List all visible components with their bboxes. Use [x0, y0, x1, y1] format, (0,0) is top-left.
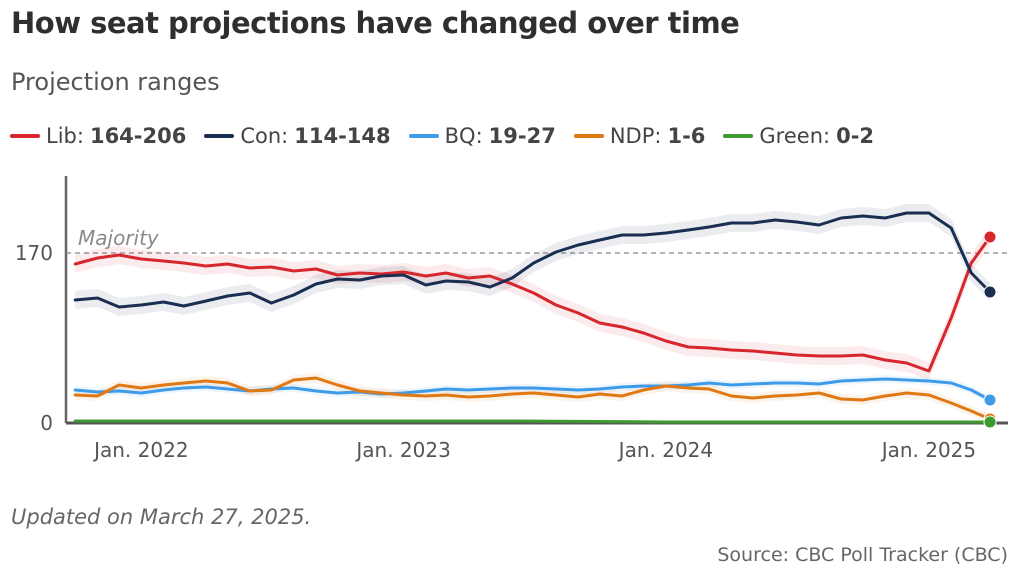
- majority-label: Majority: [78, 226, 160, 250]
- series-line-con: [73, 211, 992, 309]
- legend-party-lib: Lib: [46, 124, 77, 148]
- endpoint-lib: [983, 230, 997, 244]
- legend-swatch-ndp: [573, 134, 604, 138]
- legend-item-bq: BQ: 19-27: [408, 124, 556, 148]
- legend-party-con: Con: [240, 124, 282, 148]
- legend: Lib: 164-206 Con: 114-148 BQ: 19-27 NDP:…: [10, 124, 892, 148]
- legend-item-green: Green: 0-2: [723, 124, 874, 148]
- x-tick-label-3: Jan. 2025: [880, 438, 976, 462]
- legend-party-bq: BQ: [444, 124, 476, 148]
- y-tick-label-0: 0: [40, 411, 53, 435]
- endpoint-con: [983, 285, 997, 299]
- band-lib: [75, 228, 990, 380]
- source-note: Source: CBC Poll Tracker (CBC): [717, 544, 1008, 566]
- band-con: [75, 204, 990, 316]
- x-tick-label-1: Jan. 2023: [354, 438, 450, 462]
- chart-subtitle: Projection ranges: [11, 68, 220, 96]
- legend-swatch-lib: [10, 134, 40, 138]
- series-line-green: [73, 419, 992, 424]
- legend-range-green: 0-2: [836, 124, 875, 148]
- legend-swatch-con: [204, 134, 235, 138]
- legend-party-ndp: NDP: [609, 124, 655, 148]
- legend-swatch-bq: [408, 134, 439, 138]
- y-tick-label-170: 170: [15, 241, 53, 265]
- updated-note: Updated on March 27, 2025.: [11, 505, 312, 529]
- legend-range-ndp: 1-6: [667, 124, 706, 148]
- series-line-lib: [73, 235, 992, 373]
- legend-range-con: 114-148: [294, 124, 391, 148]
- chart-title: How seat projections have changed over t…: [11, 6, 740, 40]
- endpoint-green: [983, 415, 997, 429]
- line-chart: Majority 0 170 Jan. 2022 Jan. 2023 Jan. 2024 J…: [15, 176, 1008, 462]
- legend-party-green: Green: [759, 124, 824, 148]
- legend-range-bq: 19-27: [488, 124, 556, 148]
- series-line-ndp: [73, 376, 992, 421]
- legend-swatch-green: [723, 134, 754, 138]
- legend-item-lib: Lib: 164-206: [10, 124, 186, 148]
- series-line-bq: [73, 377, 992, 402]
- legend-range-lib: 164-206: [89, 124, 187, 148]
- band-ndp: [75, 373, 990, 423]
- legend-item-con: Con: 114-148: [204, 124, 391, 148]
- legend-item-ndp: NDP: 1-6: [573, 124, 706, 148]
- endpoint-bq: [983, 393, 997, 407]
- x-tick-label-2: Jan. 2024: [617, 438, 713, 462]
- x-tick-label-0: Jan. 2022: [92, 438, 188, 462]
